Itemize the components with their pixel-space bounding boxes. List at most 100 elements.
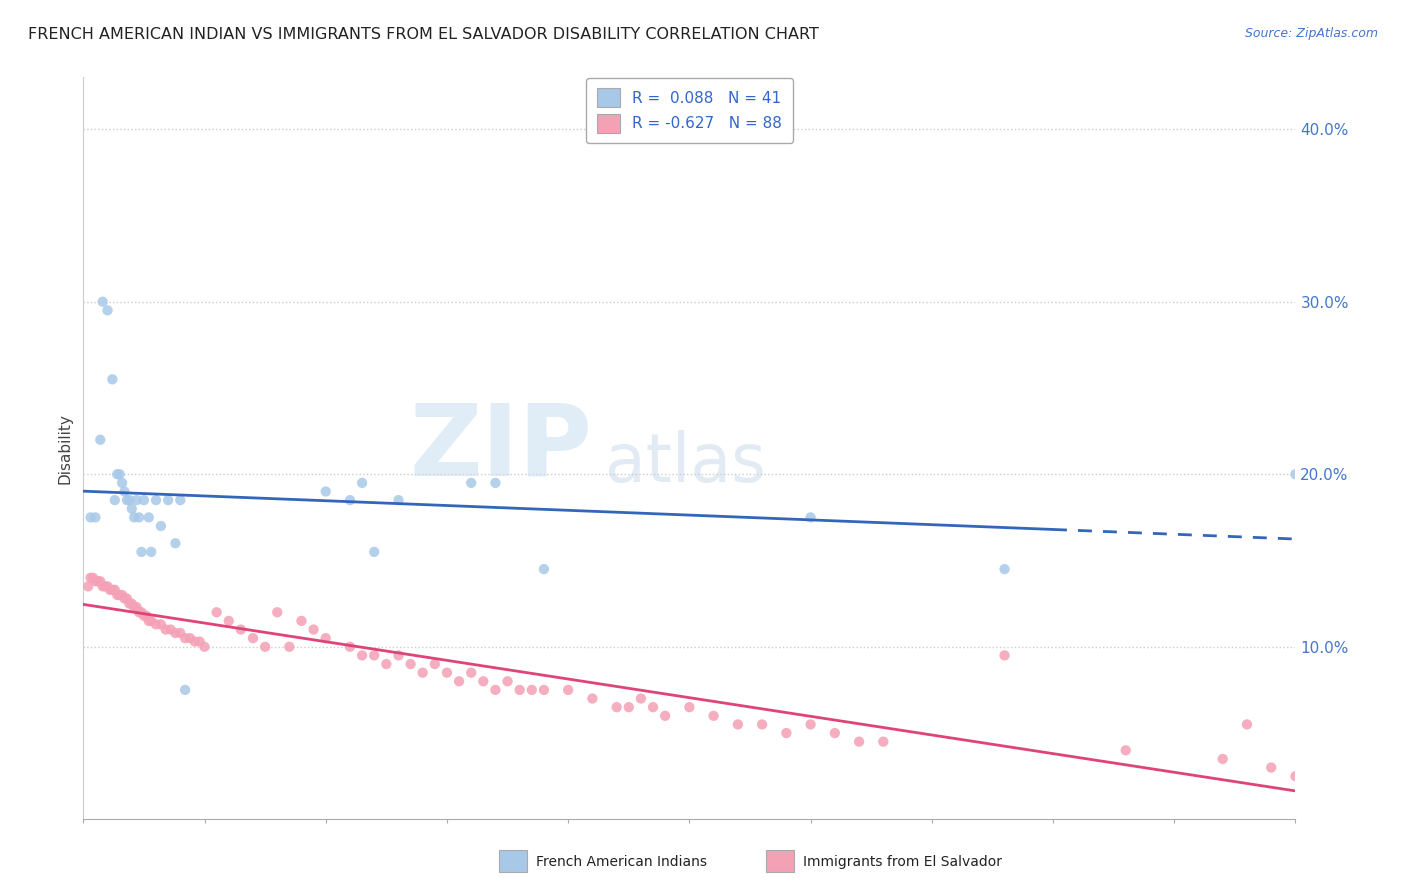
Point [105,467,128,482]
Point [436,665,458,680]
Point [533,562,555,576]
Text: Immigrants from El Salvador: Immigrants from El Salvador [803,855,1002,869]
Point [824,726,846,740]
Point [87,574,110,589]
Point [218,614,240,628]
Point [145,493,167,508]
Point [1115,743,1137,757]
Point [132,608,155,623]
Point [94,579,117,593]
Point [184,634,207,648]
Point [412,665,434,680]
Text: Source: ZipAtlas.com: Source: ZipAtlas.com [1244,27,1378,40]
Point [496,674,519,689]
Point [122,510,145,524]
Y-axis label: Disability: Disability [58,413,72,483]
FancyBboxPatch shape [499,850,527,872]
Point [484,682,506,697]
Point [557,682,579,697]
Point [460,475,482,490]
Point [131,545,153,559]
Point [121,501,143,516]
Point [266,605,288,619]
Text: French American Indians: French American Indians [536,855,707,869]
FancyBboxPatch shape [766,850,794,872]
Point [520,682,543,697]
Text: ZIP: ZIP [409,400,592,497]
Point [1212,752,1234,766]
Point [125,600,148,615]
Point [79,510,101,524]
Point [352,475,374,490]
Point [363,545,385,559]
Point [242,631,264,645]
Point [96,303,118,318]
Point [254,640,277,654]
Point [423,657,446,671]
Point [108,588,131,602]
Point [315,631,337,645]
Point [96,579,118,593]
Point [375,657,398,671]
Point [460,665,482,680]
Point [993,648,1015,663]
Point [131,605,153,619]
Point [387,493,409,508]
Point [122,600,145,615]
Point [157,493,180,508]
Point [169,493,191,508]
Point [138,614,160,628]
Point [82,571,104,585]
Point [449,674,471,689]
Point [155,623,177,637]
Point [174,631,197,645]
Point [751,717,773,731]
Point [114,484,136,499]
Point [193,640,215,654]
Point [363,648,385,663]
Point [993,562,1015,576]
Point [104,582,127,597]
Point [98,582,121,597]
Point [89,574,111,589]
Point [352,648,374,663]
Point [125,493,148,508]
Text: FRENCH AMERICAN INDIAN VS IMMIGRANTS FROM EL SALVADOR DISABILITY CORRELATION CHA: FRENCH AMERICAN INDIAN VS IMMIGRANTS FRO… [28,27,818,42]
Point [617,700,640,714]
Point [630,691,652,706]
Point [169,626,191,640]
Point [800,717,823,731]
Point [89,433,111,447]
Point [339,493,361,508]
Point [111,588,134,602]
Point [654,708,676,723]
Point [339,640,361,654]
Point [606,700,628,714]
Point [149,617,172,632]
Point [91,579,114,593]
Point [101,372,124,386]
Point [141,545,163,559]
Point [165,536,187,550]
Point [115,493,138,508]
Point [509,682,531,697]
Legend: R =  0.088   N = 41, R = -0.627   N = 88: R = 0.088 N = 41, R = -0.627 N = 88 [586,78,793,144]
Point [104,493,127,508]
Point [159,623,181,637]
Point [1284,467,1306,482]
Point [111,475,134,490]
Point [91,294,114,309]
Point [800,510,823,524]
Point [79,571,101,585]
Point [205,605,228,619]
Point [872,734,894,748]
Point [115,591,138,606]
Point [114,591,136,606]
Point [149,519,172,533]
Point [101,582,124,597]
Point [533,682,555,697]
Point [581,691,603,706]
Point [145,617,167,632]
Point [641,700,664,714]
Point [387,648,409,663]
